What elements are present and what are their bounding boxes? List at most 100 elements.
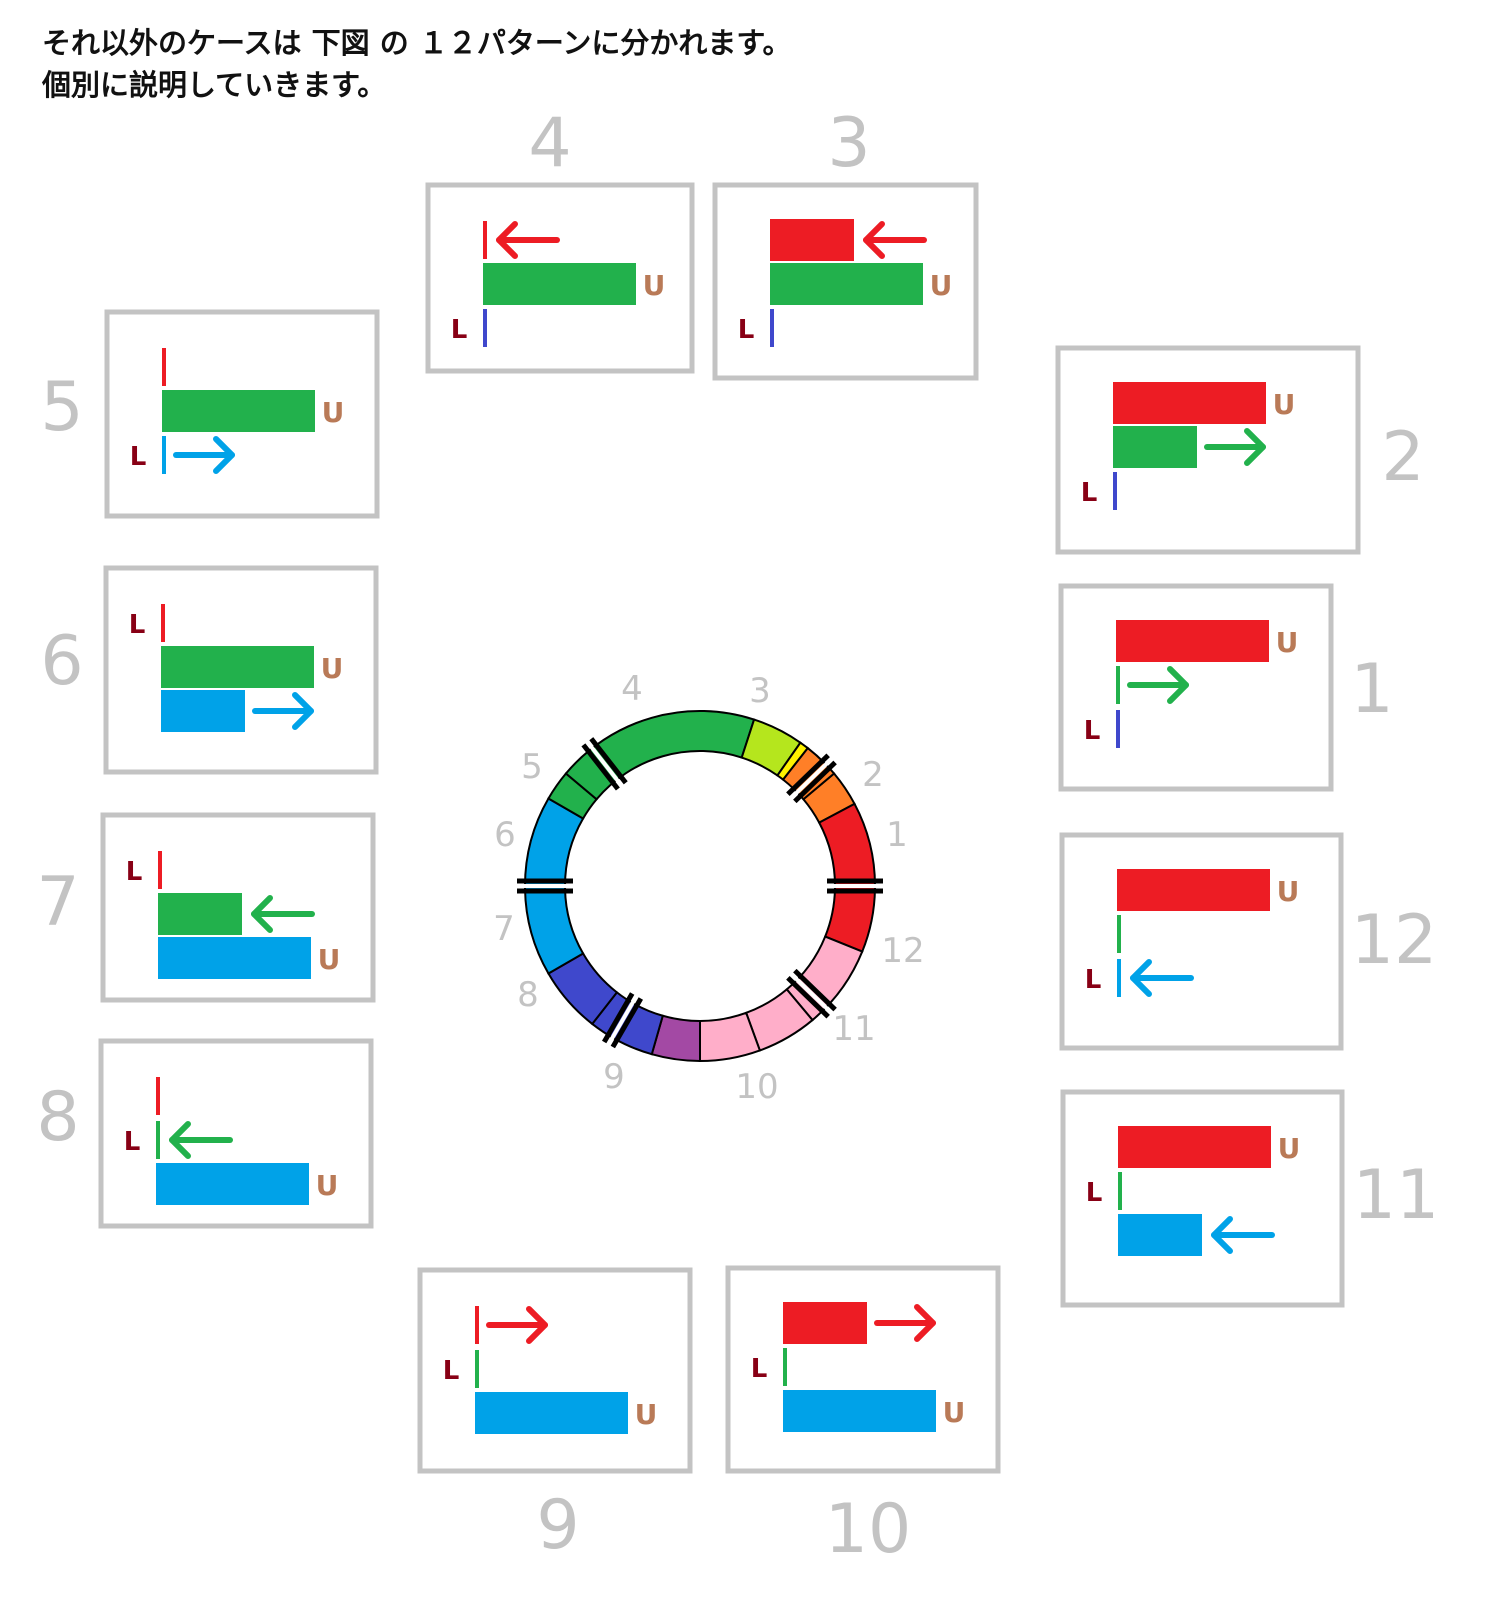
- green-left-arrow: [169, 1121, 233, 1159]
- green-bar: [770, 263, 923, 305]
- blue-bar: [161, 690, 245, 732]
- indigo-tick: [1113, 472, 1117, 510]
- case-panel-12: 12 U L: [1059, 832, 1438, 1051]
- case-panel-11: 11 U L: [1060, 1089, 1440, 1308]
- case-number: 4: [528, 104, 571, 183]
- case-number: 10: [825, 1490, 912, 1569]
- case-panel-10: 10 U L: [725, 1265, 1001, 1569]
- red-bar: [770, 219, 854, 261]
- upper-label: U: [1277, 875, 1300, 908]
- case-number: 1: [1350, 650, 1393, 729]
- blue-right-arrow: [173, 436, 235, 474]
- case-number: 12: [1351, 901, 1438, 980]
- lower-label: L: [751, 1354, 768, 1384]
- red-tick: [483, 221, 487, 259]
- wheel-divider: [610, 997, 643, 1049]
- green-bar: [1113, 426, 1197, 468]
- green-bar: [161, 646, 314, 688]
- case-panel-7: 7 U L: [36, 812, 376, 1003]
- lower-label: L: [124, 1127, 141, 1157]
- lower-label: L: [1086, 1178, 1103, 1208]
- wheel-number-6: 6: [494, 815, 516, 855]
- case-frame: [725, 1265, 1001, 1474]
- green-bar: [483, 263, 636, 305]
- case-frame: [1059, 832, 1344, 1051]
- wheel-number-7: 7: [493, 909, 515, 949]
- red-left-arrow: [496, 221, 560, 259]
- upper-label: U: [321, 652, 344, 685]
- blue-bar: [1118, 1214, 1202, 1256]
- wheel-divider: [786, 753, 830, 796]
- wheel-number-8: 8: [517, 975, 539, 1015]
- case-panel-1: 1 U L: [1058, 583, 1394, 792]
- wheel-divider: [602, 992, 635, 1044]
- wheel-divider: [581, 743, 620, 791]
- wheel-divider: [793, 760, 837, 804]
- case-panel-9: 9 U L: [417, 1267, 693, 1565]
- upper-label: U: [930, 269, 953, 302]
- wheel-divider-gap: [606, 994, 639, 1046]
- blue-bar: [158, 937, 311, 979]
- case-panel-6: 6 U L: [40, 565, 379, 775]
- wheel-divider: [786, 976, 830, 1019]
- case-panel-8: 8 U L: [36, 1038, 374, 1229]
- case-frame: [417, 1267, 693, 1474]
- blue-left-arrow: [1130, 959, 1194, 997]
- upper-label: U: [943, 1396, 966, 1429]
- green-tick: [1118, 1172, 1122, 1210]
- upper-label: U: [316, 1169, 339, 1202]
- case-number: 7: [36, 863, 79, 942]
- upper-label: U: [1276, 626, 1299, 659]
- wheel-number-5: 5: [521, 747, 543, 787]
- lower-label: L: [129, 610, 146, 640]
- lower-label: L: [1084, 716, 1101, 746]
- indigo-tick: [483, 309, 487, 347]
- lower-label: L: [1081, 478, 1098, 508]
- upper-label: U: [318, 943, 341, 976]
- lower-label: L: [443, 1356, 460, 1386]
- upper-label: U: [1273, 388, 1296, 421]
- indigo-tick: [1116, 710, 1120, 748]
- red-right-arrow: [486, 1306, 548, 1344]
- intro-line-2: 個別に説明していきます。: [42, 68, 387, 102]
- case-number: 8: [36, 1078, 79, 1157]
- wheel-number-2: 2: [862, 755, 884, 795]
- case-number: 11: [1353, 1156, 1440, 1235]
- wheel-divider-gap: [789, 757, 834, 800]
- upper-label: U: [635, 1398, 658, 1431]
- blue-bar: [783, 1390, 936, 1432]
- case-frame: [1060, 1089, 1345, 1308]
- red-left-arrow: [863, 221, 927, 259]
- wheel-divider-gap: [585, 740, 624, 788]
- case-panel-5: 5 U L: [40, 309, 380, 519]
- case-number: 6: [40, 622, 83, 701]
- wheel-number-1: 1: [886, 815, 908, 855]
- blue-tick: [162, 436, 166, 474]
- case-panel-3: 3 U L: [712, 104, 979, 381]
- upper-label: U: [643, 269, 666, 302]
- green-right-arrow: [1204, 428, 1266, 466]
- red-tick: [475, 1306, 479, 1344]
- case-number: 3: [827, 104, 870, 183]
- green-tick: [783, 1348, 787, 1386]
- green-bar: [158, 893, 242, 935]
- blue-bar: [475, 1392, 628, 1434]
- green-right-arrow: [1127, 666, 1189, 704]
- green-left-arrow: [251, 895, 315, 933]
- indigo-tick: [770, 309, 774, 347]
- wheel-number-11: 11: [832, 1009, 875, 1049]
- green-tick: [156, 1121, 160, 1159]
- red-tick: [161, 604, 165, 642]
- blue-right-arrow: [252, 692, 314, 730]
- red-bar: [1113, 382, 1266, 424]
- green-tick: [475, 1350, 479, 1388]
- case-frame: [1058, 583, 1334, 792]
- green-bar: [162, 390, 315, 432]
- lower-label: L: [130, 442, 147, 472]
- wheel-number-9: 9: [603, 1057, 625, 1097]
- red-bar: [1118, 1126, 1271, 1168]
- red-right-arrow: [874, 1304, 936, 1342]
- lower-label: L: [126, 857, 143, 887]
